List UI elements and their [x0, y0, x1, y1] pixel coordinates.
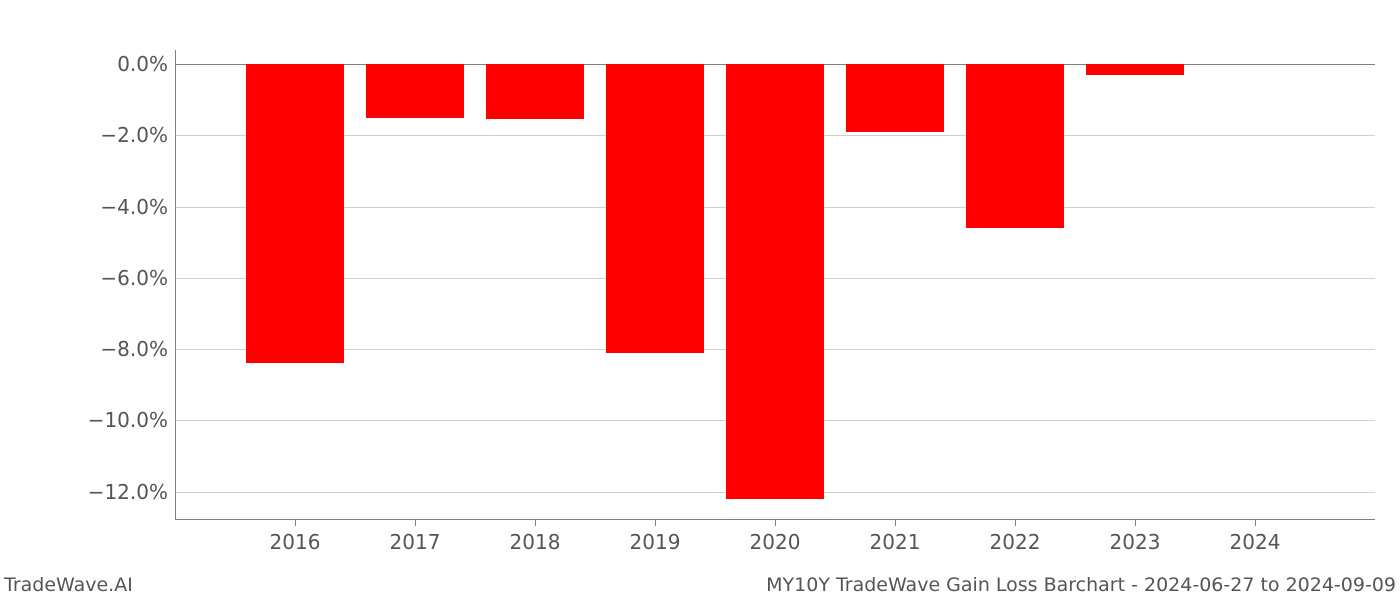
bar: [486, 64, 584, 119]
bar: [366, 64, 464, 117]
x-tick-mark: [1255, 520, 1256, 526]
x-tick-mark: [1135, 520, 1136, 526]
y-tick-label: −2.0%: [100, 123, 168, 147]
x-tick-mark: [1015, 520, 1016, 526]
x-tick-label: 2018: [510, 530, 561, 554]
x-tick-label: 2016: [270, 530, 321, 554]
chart-container: TradeWave.AI MY10Y TradeWave Gain Loss B…: [0, 0, 1400, 600]
plot-area: [175, 50, 1375, 520]
x-tick-label: 2023: [1110, 530, 1161, 554]
x-tick-label: 2022: [990, 530, 1041, 554]
x-tick-label: 2019: [630, 530, 681, 554]
x-tick-label: 2020: [750, 530, 801, 554]
y-tick-label: −8.0%: [100, 337, 168, 361]
x-tick-label: 2021: [870, 530, 921, 554]
y-tick-label: −6.0%: [100, 266, 168, 290]
bar: [606, 64, 704, 352]
bar: [1086, 64, 1184, 75]
x-tick-mark: [895, 520, 896, 526]
x-tick-mark: [415, 520, 416, 526]
x-tick-mark: [535, 520, 536, 526]
x-tick-mark: [775, 520, 776, 526]
y-axis-spine: [175, 50, 176, 520]
y-tick-label: 0.0%: [117, 52, 168, 76]
y-tick-label: −12.0%: [88, 480, 168, 504]
x-tick-mark: [655, 520, 656, 526]
x-tick-label: 2017: [390, 530, 441, 554]
x-tick-mark: [295, 520, 296, 526]
x-tick-label: 2024: [1230, 530, 1281, 554]
y-tick-label: −10.0%: [88, 408, 168, 432]
watermark-left: TradeWave.AI: [4, 574, 133, 596]
caption-right: MY10Y TradeWave Gain Loss Barchart - 202…: [766, 574, 1396, 596]
y-tick-label: −4.0%: [100, 195, 168, 219]
bar: [726, 64, 824, 498]
bar: [246, 64, 344, 363]
bar: [846, 64, 944, 132]
bar: [966, 64, 1064, 228]
